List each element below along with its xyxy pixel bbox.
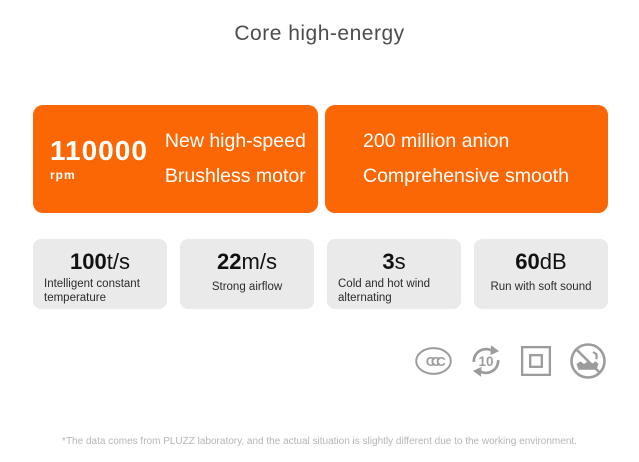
anion-description-line-1: 200 million anion: [363, 130, 510, 152]
anion-description: 200 million anion Comprehensive smooth: [363, 124, 569, 194]
highlight-cards-row: 110000 rpm New high-speed Brushless moto…: [33, 105, 608, 213]
spec-value-line: 60dB: [474, 250, 608, 274]
spec-label: Cold and hot wind alternating: [338, 278, 431, 304]
motor-speed-block: 110000 rpm: [50, 135, 148, 182]
motor-description: New high-speed Brushless motor: [165, 124, 306, 194]
spec-number: 60: [515, 249, 540, 274]
spec-unit: t/s: [106, 249, 130, 274]
spec-unit: dB: [539, 249, 567, 274]
svg-text:CCC: CCC: [426, 354, 446, 369]
motor-rpm-value: 110000: [50, 135, 148, 167]
spec-value-line: 22m/s: [180, 250, 314, 274]
spec-card-wind-alternating: 3s Cold and hot wind alternating: [327, 239, 461, 309]
highlight-card-motor: 110000 rpm New high-speed Brushless moto…: [33, 105, 318, 213]
spec-cards-row: 100t/s Intelligent constant temperature …: [33, 239, 608, 309]
recycle-10-icon: 10: [468, 343, 504, 379]
motor-description-line-2: Brushless motor: [164, 165, 306, 187]
certification-icons-row: CCC 10: [414, 341, 608, 381]
svg-text:10: 10: [478, 354, 493, 369]
spec-unit: m/s: [241, 249, 277, 274]
spec-card-constant-temperature: 100t/s Intelligent constant temperature: [33, 239, 167, 309]
spec-label: Strong airflow: [211, 281, 283, 293]
spec-label: Intelligent constant temperature: [44, 278, 140, 304]
spec-label: Run with soft sound: [490, 281, 592, 293]
page-title: Core high-energy: [234, 22, 405, 45]
spec-number: 3: [382, 249, 395, 274]
anion-description-line-2: Comprehensive smooth: [363, 165, 569, 187]
no-bathtub-icon: [568, 341, 608, 381]
spec-card-airflow: 22m/s Strong airflow: [180, 239, 314, 309]
spec-value-line: 100t/s: [33, 250, 167, 274]
spec-number: 22: [217, 249, 242, 274]
ccc-certification-icon: CCC: [414, 345, 453, 377]
highlight-card-anion: 200 million anion Comprehensive smooth: [325, 105, 608, 213]
motor-description-line-1: New high-speed: [164, 130, 306, 152]
disclaimer-text: *The data comes from PLUZZ laboratory, a…: [62, 436, 577, 447]
spec-card-soft-sound: 60dB Run with soft sound: [474, 239, 608, 309]
spec-number: 100: [70, 249, 107, 274]
class-ii-insulation-icon: [519, 344, 553, 378]
spec-value-line: 3s: [327, 250, 461, 274]
spec-unit: s: [394, 249, 406, 274]
motor-rpm-unit: rpm: [50, 167, 76, 182]
